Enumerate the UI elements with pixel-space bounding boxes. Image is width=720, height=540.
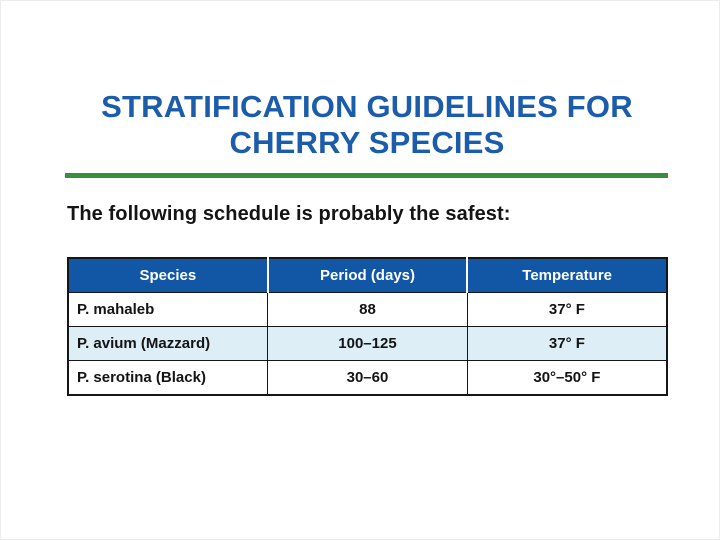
cell-period-0: 88 xyxy=(267,292,468,327)
cell-temperature-0: 37° F xyxy=(466,292,668,327)
page-title-line2: CHERRY SPECIES xyxy=(229,125,505,160)
table-row: P. avium (Mazzard) 100–125 37° F xyxy=(67,326,668,361)
page-title: STRATIFICATION GUIDELINES FOR CHERRY SPE… xyxy=(61,89,673,161)
title-divider xyxy=(65,173,668,178)
col-header-temperature: Temperature xyxy=(466,258,667,293)
table-row: P. serotina (Black) 30–60 30°–50° F xyxy=(67,360,668,396)
page-title-line1: STRATIFICATION GUIDELINES FOR xyxy=(101,89,633,124)
cell-temperature-1: 37° F xyxy=(466,326,668,361)
col-header-period: Period (days) xyxy=(266,258,468,293)
table-header-row: Species Period (days) Temperature xyxy=(68,258,667,293)
cell-period-2: 30–60 xyxy=(267,360,468,396)
cell-species-2: P. serotina (Black) xyxy=(67,360,269,396)
cell-period-1: 100–125 xyxy=(267,326,468,361)
col-header-species: Species xyxy=(68,258,268,293)
cell-species-0: P. mahaleb xyxy=(67,292,269,327)
schedule-table: Species Period (days) Temperature P. mah… xyxy=(67,257,668,396)
table-row: P. mahaleb 88 37° F xyxy=(67,292,668,327)
cell-species-1: P. avium (Mazzard) xyxy=(67,326,269,361)
subtitle: The following schedule is probably the s… xyxy=(67,203,511,225)
cell-temperature-2: 30°–50° F xyxy=(466,360,668,396)
